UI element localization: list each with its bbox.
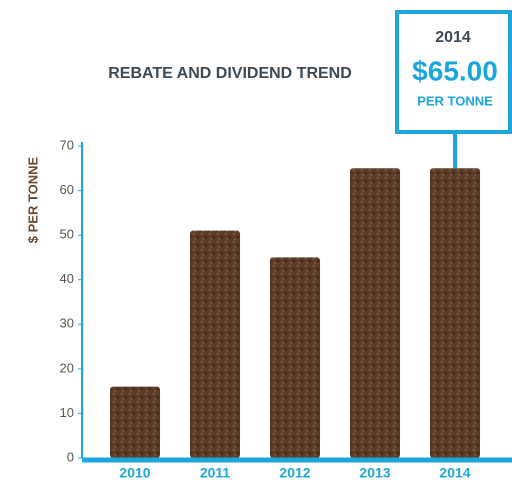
y-tick-label: 70 (60, 137, 74, 152)
callout-unit: PER TONNE (417, 93, 493, 108)
y-tick-label: 40 (60, 271, 74, 286)
bar (430, 168, 480, 459)
x-tick-label: 2010 (119, 465, 150, 481)
x-tick-label: 2014 (439, 465, 470, 481)
bar (190, 230, 240, 458)
bar (110, 386, 160, 458)
y-tick-label: 0 (67, 449, 74, 464)
callout-box (395, 10, 512, 134)
y-axis-label: $ PER TONNE (25, 156, 40, 243)
y-tick-label: 50 (60, 227, 74, 242)
x-tick-label: 2013 (359, 465, 390, 481)
x-tick-label: 2012 (279, 465, 310, 481)
chart-title: REBATE AND DIVIDEND TREND (108, 65, 352, 82)
callout-year: 2014 (435, 29, 471, 46)
x-tick-label: 2011 (200, 465, 231, 481)
y-tick-label: 30 (60, 316, 74, 331)
y-tick-label: 10 (60, 405, 74, 420)
y-tick-label: 60 (60, 182, 74, 197)
callout-value: $65.00 (412, 55, 498, 86)
y-tick-label: 20 (60, 360, 74, 375)
bar (350, 168, 400, 459)
bar (270, 257, 320, 458)
